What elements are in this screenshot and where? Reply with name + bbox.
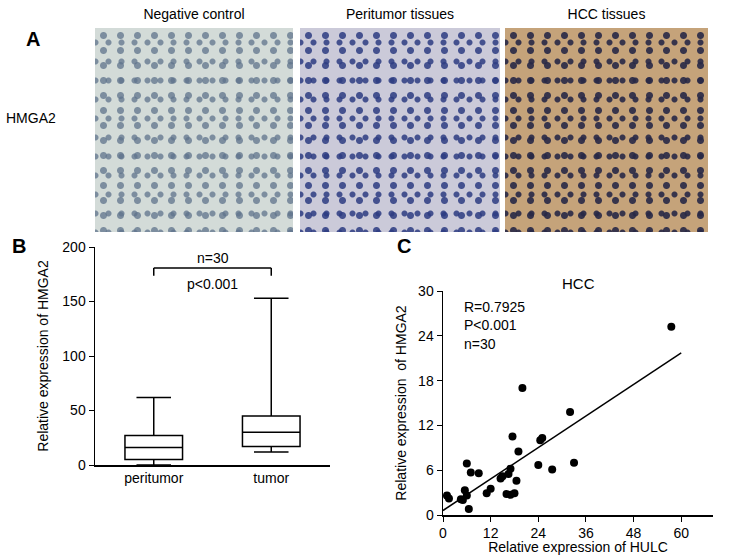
html-text:HCC tissues: HCC tissues [567, 6, 646, 22]
svg-text:24: 24 [418, 328, 434, 344]
svg-text:B: B [12, 235, 26, 257]
html-text:A: A [26, 28, 41, 50]
svg-text:30: 30 [418, 283, 434, 299]
svg-text:Relative expression of HMGA2: Relative expression of HMGA2 [393, 305, 409, 501]
svg-text:36: 36 [578, 525, 594, 541]
svg-text:60: 60 [673, 525, 689, 541]
svg-text:R=0.7925: R=0.7925 [464, 299, 525, 315]
svg-text:12: 12 [418, 417, 434, 433]
svg-text:18: 18 [418, 373, 434, 389]
svg-text:Relative expression of HULC: Relative expression of HULC [488, 539, 668, 555]
svg-text:12: 12 [483, 525, 499, 541]
svg-text:p<0.001: p<0.001 [187, 276, 238, 292]
svg-text:0: 0 [426, 507, 434, 523]
html-text:Negative control: Negative control [143, 6, 245, 22]
svg-text:100: 100 [62, 348, 86, 364]
svg-text:200: 200 [62, 239, 86, 255]
svg-text:HCC: HCC [562, 275, 595, 292]
svg-text:n=30: n=30 [197, 250, 229, 266]
svg-text:0: 0 [78, 457, 86, 473]
svg-text:P<0.001: P<0.001 [464, 317, 517, 333]
html-text:HMGA2: HMGA2 [6, 110, 56, 126]
svg-text:n=30: n=30 [464, 336, 496, 352]
svg-text:tumor: tumor [253, 470, 289, 486]
svg-text:24: 24 [531, 525, 547, 541]
svg-text:50: 50 [70, 402, 86, 418]
svg-text:peritumor: peritumor [124, 470, 183, 486]
svg-text:6: 6 [426, 462, 434, 478]
svg-text:C: C [397, 235, 411, 257]
svg-text:48: 48 [626, 525, 642, 541]
svg-text:150: 150 [62, 293, 86, 309]
svg-text:0: 0 [439, 525, 447, 541]
html-text:Peritumor tissues: Peritumor tissues [345, 6, 455, 22]
svg-text:Relative expression of HMGA2: Relative expression of HMGA2 [35, 260, 51, 452]
